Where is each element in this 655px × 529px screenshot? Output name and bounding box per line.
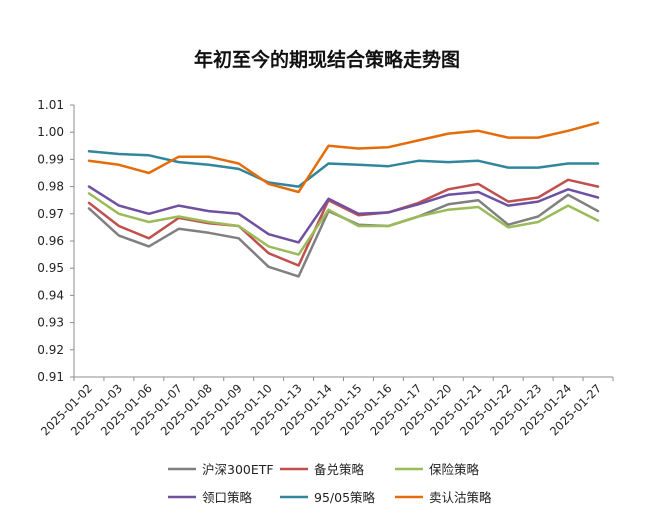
y-tick-label: 1.00 xyxy=(37,125,64,139)
series-line-3 xyxy=(87,185,600,244)
y-tick-label: 1.01 xyxy=(37,98,64,112)
series-line-2 xyxy=(87,192,600,256)
series-line-5 xyxy=(87,121,600,194)
y-tick-label: 0.95 xyxy=(37,261,64,275)
legend-label: 保险策略 xyxy=(429,462,480,477)
legend-label: 沪深300ETF xyxy=(202,462,274,477)
x-axis-ticks: 2025-01-022025-01-032025-01-062025-01-07… xyxy=(38,377,614,438)
y-tick-label: 0.91 xyxy=(37,370,64,384)
series-line-1 xyxy=(87,178,600,267)
y-tick-label: 0.92 xyxy=(37,343,64,357)
y-tick-label: 0.98 xyxy=(37,180,64,194)
legend-label: 95/05策略 xyxy=(314,490,376,505)
y-tick-label: 0.94 xyxy=(37,288,64,302)
series-line-4 xyxy=(87,149,600,188)
legend-label: 备兑策略 xyxy=(314,462,365,477)
y-tick-label: 0.93 xyxy=(37,316,64,330)
legend-label: 卖认沽策略 xyxy=(429,490,492,505)
legend-label: 领口策略 xyxy=(202,490,253,505)
y-tick-label: 0.99 xyxy=(37,152,64,166)
y-tick-label: 0.97 xyxy=(37,207,64,221)
y-axis-ticks: 0.91 0.92 0.93 0.94 0.95 0.96 0.97 0.98 0.99 1.00… xyxy=(37,98,74,384)
chart-title: 年初至今的期现结合策略走势图 xyxy=(194,48,460,71)
y-tick-label: 0.96 xyxy=(37,234,64,248)
series-lines xyxy=(87,121,600,278)
